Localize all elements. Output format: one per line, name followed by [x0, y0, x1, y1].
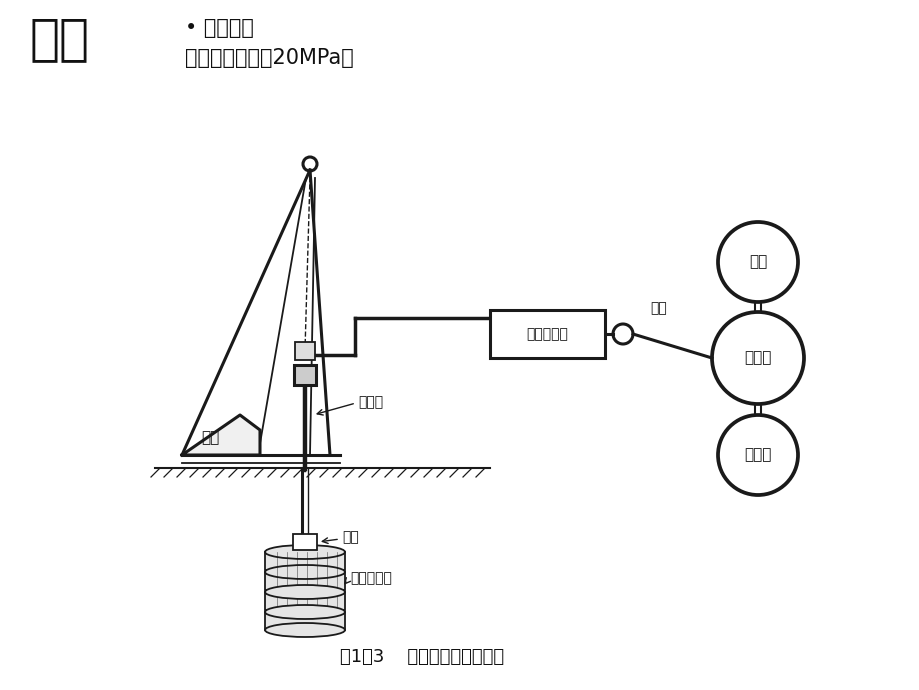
- Text: 浆液高压射流：20MPa。: 浆液高压射流：20MPa。: [185, 48, 354, 68]
- Bar: [292, 534, 317, 550]
- Ellipse shape: [265, 565, 345, 579]
- Text: 钻机: 钻机: [200, 431, 219, 446]
- Ellipse shape: [265, 623, 345, 637]
- Text: 旋喷固结体: 旋喷固结体: [349, 571, 391, 585]
- Text: 浆桶: 浆桶: [650, 301, 666, 315]
- Bar: [265, 612, 345, 630]
- Text: 高压泥浆泵: 高压泥浆泵: [526, 327, 567, 341]
- Bar: [295, 342, 314, 360]
- Text: 注浆管: 注浆管: [357, 395, 382, 409]
- Text: 方法: 方法: [30, 15, 90, 63]
- Bar: [294, 365, 315, 385]
- Text: 水泥仓: 水泥仓: [743, 448, 771, 462]
- Bar: [490, 310, 605, 358]
- Ellipse shape: [265, 545, 345, 559]
- Text: 图1－3    单管旋喷注浆示意图: 图1－3 单管旋喷注浆示意图: [340, 648, 504, 666]
- Bar: [265, 572, 345, 590]
- Bar: [265, 592, 345, 610]
- Ellipse shape: [265, 605, 345, 619]
- Text: • 单管法：: • 单管法：: [185, 18, 254, 38]
- Ellipse shape: [265, 585, 345, 599]
- Polygon shape: [182, 415, 260, 455]
- Text: 搅拌机: 搅拌机: [743, 351, 771, 366]
- Text: 喷头: 喷头: [342, 530, 358, 544]
- Bar: [265, 552, 345, 570]
- Text: 水箱: 水箱: [748, 255, 766, 270]
